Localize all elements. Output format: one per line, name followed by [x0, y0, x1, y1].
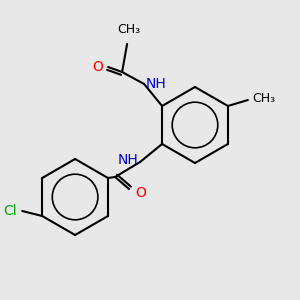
Text: O: O — [135, 186, 146, 200]
Text: CH₃: CH₃ — [252, 92, 275, 104]
Text: CH₃: CH₃ — [118, 23, 141, 36]
Text: NH: NH — [146, 77, 167, 91]
Text: NH: NH — [117, 153, 138, 167]
Text: O: O — [92, 60, 103, 74]
Text: Cl: Cl — [4, 204, 17, 218]
